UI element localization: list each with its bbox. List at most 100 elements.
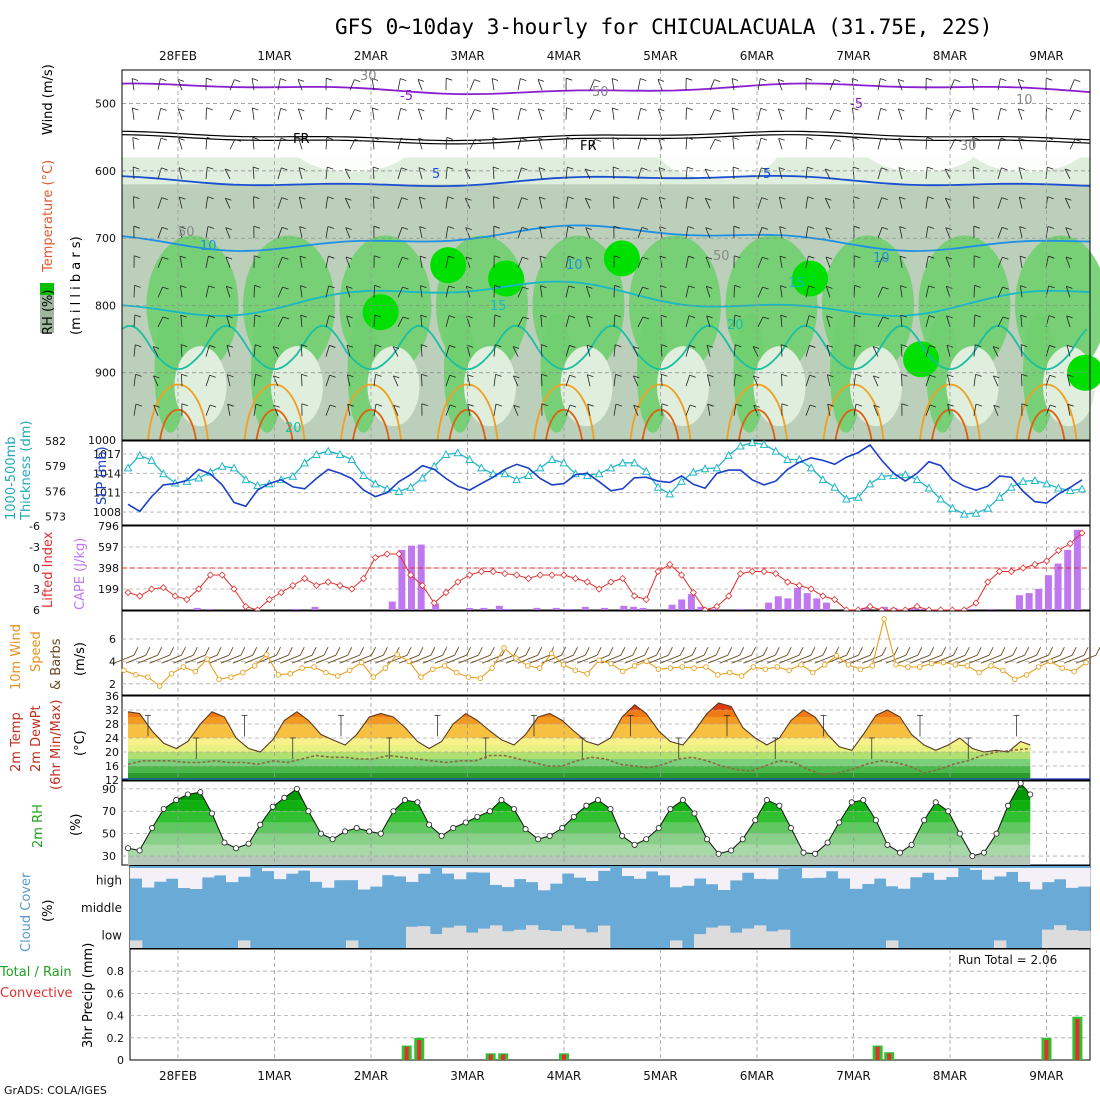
wind-speed-point xyxy=(584,670,590,677)
wind-barb-flag xyxy=(926,137,934,140)
pressure-tick-600: 600 xyxy=(95,165,116,178)
precip-conv-bar xyxy=(875,1046,880,1060)
wind-barb xyxy=(732,167,735,180)
precip-tick-0.8: 0.8 xyxy=(107,965,125,978)
wind-barb-flag xyxy=(495,373,502,377)
wind-barb xyxy=(277,137,282,150)
wind-barb-flag xyxy=(926,77,933,81)
wind-barb xyxy=(752,346,759,357)
wind-barb xyxy=(997,137,1002,150)
wind-barb xyxy=(877,137,882,150)
wind-barb-flag xyxy=(520,107,527,111)
wind-barb xyxy=(925,285,930,298)
surface-wind-barb-flag xyxy=(347,646,353,656)
wind-barb xyxy=(540,344,543,357)
cloud-high-gap xyxy=(622,868,635,877)
lifted-index-point xyxy=(159,584,167,592)
top-date-label-9: 9MAR xyxy=(1029,49,1064,63)
wind-barb xyxy=(517,316,524,328)
rh-tick-50: 50 xyxy=(102,828,116,841)
wind-barb xyxy=(226,315,231,328)
wind-barb xyxy=(757,78,761,91)
contour-label-11: 20 xyxy=(727,318,744,333)
wind-barb-flag xyxy=(225,256,233,260)
wind-barb xyxy=(925,375,931,387)
wind-barb xyxy=(586,345,591,357)
wind-barb xyxy=(829,79,835,91)
cloud-high-gap xyxy=(130,868,143,879)
wind-barb-flag xyxy=(178,108,185,112)
rh-point xyxy=(1017,780,1024,787)
cloud-high-gap xyxy=(826,868,839,872)
temp-tick-24: 24 xyxy=(105,732,119,745)
rh-point xyxy=(342,828,349,835)
wind-barb-flag xyxy=(474,138,482,142)
wind-barb xyxy=(685,226,689,239)
wind-barb xyxy=(900,344,903,357)
wind-barb-flag xyxy=(825,256,833,260)
thickness-point xyxy=(747,438,757,447)
wind-barb xyxy=(877,257,883,268)
wind-barb-flag xyxy=(686,107,693,111)
wind-speed-point xyxy=(323,669,329,676)
wind-barb xyxy=(345,198,351,209)
wind-barb xyxy=(493,196,495,209)
lifted-index-point xyxy=(230,585,238,593)
rh-clear xyxy=(849,346,902,427)
rh-tick-90: 90 xyxy=(102,783,116,796)
cape-tick-199: 199 xyxy=(98,583,119,596)
wind-speed-point xyxy=(453,669,460,676)
wind-barb xyxy=(397,227,403,239)
wind-barb-flag xyxy=(328,255,335,259)
thickness-point xyxy=(123,463,133,472)
wind-barb-flag xyxy=(568,255,575,259)
surface-wind-barb-flag xyxy=(679,646,685,656)
thickness-point xyxy=(158,469,168,478)
wind-speed-line xyxy=(123,618,1087,687)
wind-barb-flag xyxy=(234,109,241,112)
cloud-high-gap xyxy=(946,868,959,878)
wind-barb-flag xyxy=(761,197,768,201)
wind-barb-flag xyxy=(132,107,139,111)
wind-barb xyxy=(445,285,450,298)
wind-barb xyxy=(325,285,330,298)
cape-bar xyxy=(388,601,396,610)
wind-barb xyxy=(300,315,303,328)
cloud-low-gap xyxy=(994,940,1007,948)
wind-barb xyxy=(877,316,884,328)
wind-barb-flag xyxy=(522,316,530,320)
wind-barb-flag xyxy=(420,314,427,318)
wind-barb-flag xyxy=(612,137,619,140)
wind-barb xyxy=(179,226,183,239)
wind-barb-flag xyxy=(512,346,520,349)
rh-point xyxy=(607,806,614,813)
rh-point xyxy=(619,832,626,839)
wind-barb xyxy=(805,256,809,268)
wind-barb xyxy=(1065,286,1071,298)
wind-barb xyxy=(1065,198,1071,209)
cloud-high-gap xyxy=(238,868,251,877)
wind-barb-flag xyxy=(492,166,500,170)
wind-speed-point xyxy=(240,669,246,676)
surface-wind-barb-flag xyxy=(525,646,531,656)
cloud-high-gap xyxy=(874,868,887,879)
wind-barb-flag xyxy=(658,137,665,141)
wind-barb xyxy=(349,109,355,120)
lifted-index-point xyxy=(725,592,733,600)
wind-barb-flag xyxy=(927,166,934,170)
wind-barb xyxy=(397,257,403,268)
wind-barb xyxy=(539,256,543,268)
rh-clear xyxy=(270,346,323,427)
wind-barb xyxy=(705,256,711,268)
cloud-high-gap xyxy=(502,868,515,888)
wind-barb xyxy=(325,315,330,328)
wind-barb-flag xyxy=(179,255,187,259)
wind-barb-flag xyxy=(371,78,379,81)
top-date-label-5: 5MAR xyxy=(643,49,678,63)
lifted-index-point xyxy=(242,602,250,611)
wind-barb xyxy=(325,107,327,120)
wind-barb-flag xyxy=(689,345,696,348)
thickness-point xyxy=(630,458,639,467)
bottom-date-label-4: 4MAR xyxy=(547,1069,582,1083)
wind-barb xyxy=(829,139,836,150)
